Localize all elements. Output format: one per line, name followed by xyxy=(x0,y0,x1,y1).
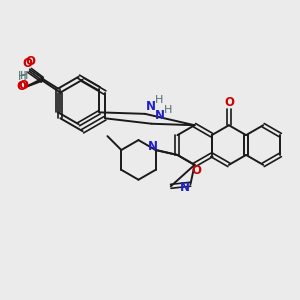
Text: O: O xyxy=(192,164,202,177)
Text: H: H xyxy=(154,95,163,105)
Text: O: O xyxy=(22,57,33,70)
Text: O: O xyxy=(18,79,28,92)
Text: H: H xyxy=(18,70,27,83)
Text: O: O xyxy=(224,96,234,109)
Text: N: N xyxy=(155,109,165,122)
Text: O: O xyxy=(25,55,35,68)
Text: N: N xyxy=(146,100,156,113)
Text: N: N xyxy=(148,140,158,152)
Text: H: H xyxy=(164,105,172,115)
Text: H: H xyxy=(20,71,28,81)
Text: O: O xyxy=(17,80,27,93)
Text: N: N xyxy=(179,181,190,194)
